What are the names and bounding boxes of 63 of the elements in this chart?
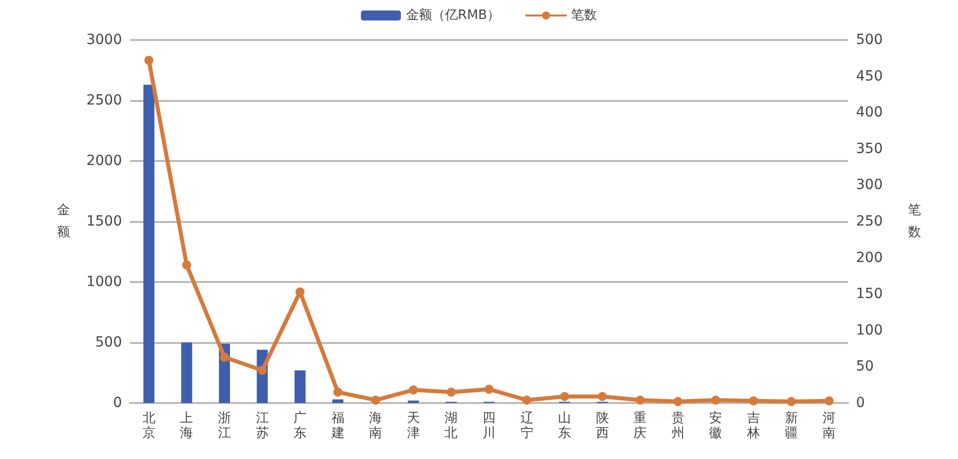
- point: [144, 56, 154, 65]
- point: [446, 388, 456, 397]
- point: [824, 396, 834, 406]
- point: [636, 396, 645, 405]
- y2-tick-label: 350: [856, 140, 883, 157]
- y-tick-label: 0: [113, 395, 122, 411]
- y-axis-title: 金额: [57, 203, 70, 240]
- x-tick-label: 贵州: [671, 411, 684, 441]
- x-tick-label: 河南: [822, 411, 836, 441]
- point: [220, 352, 229, 362]
- y-tick-label: 1500: [86, 214, 122, 230]
- legend-label: 笔数: [571, 8, 598, 23]
- y2-tick-label: 200: [856, 250, 883, 266]
- y2-tick-label: 0: [856, 395, 865, 411]
- point: [711, 396, 720, 405]
- y-tick-label: 3000: [86, 32, 122, 48]
- y2-tick-label: 300: [856, 177, 883, 194]
- x-tick-label: 上海: [180, 411, 194, 441]
- y2-tick-label: 150: [856, 286, 883, 302]
- y-tick-label: 2000: [86, 153, 122, 169]
- point: [371, 396, 380, 405]
- y-tick-label: 2500: [86, 92, 122, 108]
- x-tick-label: 福建: [330, 411, 344, 441]
- bar: [181, 342, 192, 403]
- x-tick-label: 吉林: [746, 411, 760, 441]
- point: [408, 385, 418, 394]
- bar: [294, 370, 306, 403]
- x-tick-label: 四川: [482, 411, 496, 441]
- point: [182, 260, 192, 270]
- x-tick-label: 海南: [369, 411, 382, 441]
- y2-tick-label: 100: [856, 322, 883, 338]
- y-tick-label: 1000: [86, 274, 122, 290]
- y-tick-label: 500: [95, 334, 122, 350]
- y2-tick-label: 500: [856, 32, 883, 48]
- x-tick-label: 广东: [294, 411, 307, 441]
- y2-tick-label: 250: [856, 214, 883, 230]
- point: [598, 392, 607, 401]
- point: [786, 397, 796, 406]
- bar: [332, 399, 344, 403]
- x-tick-label: 辽宁: [520, 411, 534, 441]
- point: [749, 396, 758, 406]
- legend-label: 金额（亿RMB）: [406, 8, 500, 23]
- point: [333, 388, 342, 397]
- x-tick-label: 天津: [406, 411, 420, 441]
- x-tick-label: 重庆: [634, 411, 647, 441]
- point: [258, 366, 267, 375]
- x-tick-label: 安徽: [709, 410, 722, 441]
- y2-tick-label: 400: [856, 104, 883, 121]
- x-tick-label: 北京: [142, 411, 156, 441]
- point: [484, 384, 494, 394]
- x-tick-label: 江苏: [256, 411, 269, 441]
- point: [522, 396, 532, 405]
- x-tick-label: 新疆: [784, 411, 798, 441]
- y2-axis-title: 笔数: [908, 203, 921, 240]
- x-tick-label: 山东: [558, 411, 572, 441]
- y2-tick-label: 50: [856, 358, 874, 375]
- x-tick-label: 湖北: [444, 411, 458, 441]
- x-tick-label: 浙江: [218, 411, 231, 441]
- point: [673, 397, 682, 406]
- point: [560, 392, 570, 401]
- y2-tick-label: 450: [856, 68, 883, 84]
- bar: [143, 84, 154, 403]
- x-tick-label: 陕西: [596, 411, 609, 441]
